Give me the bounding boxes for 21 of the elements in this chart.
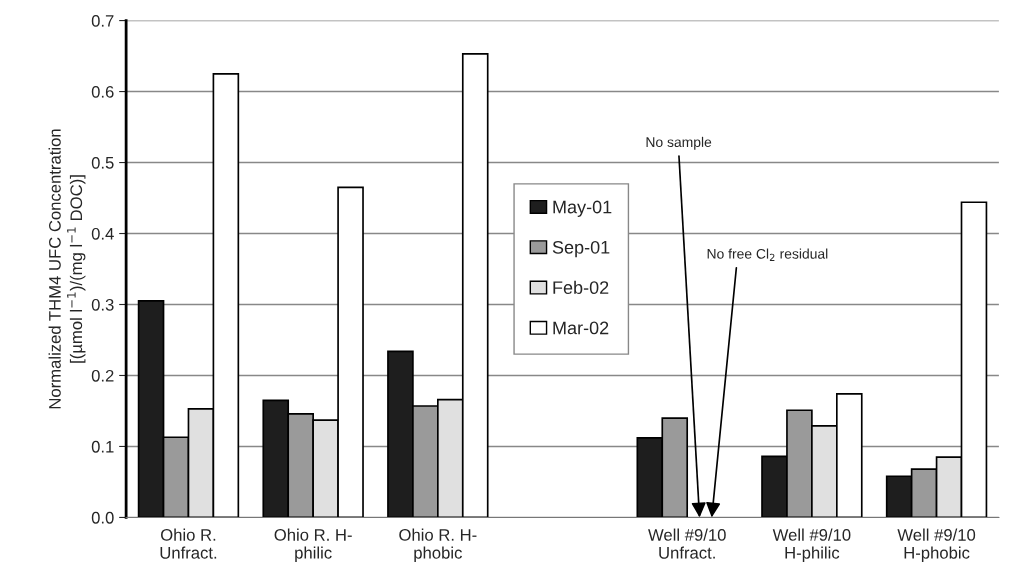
annotation: No sample <box>646 136 712 150</box>
y-tick-label: 0.3 <box>91 298 114 311</box>
y-axis-title: Normalized THM4 UFC Concentration [(µmol l$^{−1}$)/(mg l$^{−1}$ DOC)] <box>48 129 86 409</box>
x-tick-label: Well #9/10 H-philic <box>772 528 851 563</box>
y-tick-label: 0.0 <box>91 511 114 524</box>
x-tick-label: Well #9/10 H-phobic <box>897 528 976 563</box>
y-tick-label: 0.5 <box>91 156 114 169</box>
x-tick-label: Ohio R. H- philic <box>274 528 352 563</box>
annotation: No free Cl$_{2}$ residual <box>707 248 828 261</box>
legend-label: Sep-01 <box>552 240 610 258</box>
y-tick-label: 0.4 <box>91 227 114 240</box>
legend-label: Mar-02 <box>553 321 609 335</box>
x-tick-label: Ohio R. H- phobic <box>399 528 477 563</box>
x-tick-label: Well #9/10 Unfract. <box>648 528 726 559</box>
legend-label: Feb-02 <box>553 280 609 295</box>
x-tick-label: Ohio R. Unfract. <box>160 528 217 559</box>
legend-label: May-01 <box>553 200 612 217</box>
y-tick-label: 0.7 <box>91 14 114 27</box>
y-tick-label: 0.1 <box>91 440 114 453</box>
y-tick-label: 0.2 <box>91 369 114 382</box>
y-tick-label: 0.6 <box>91 85 114 98</box>
